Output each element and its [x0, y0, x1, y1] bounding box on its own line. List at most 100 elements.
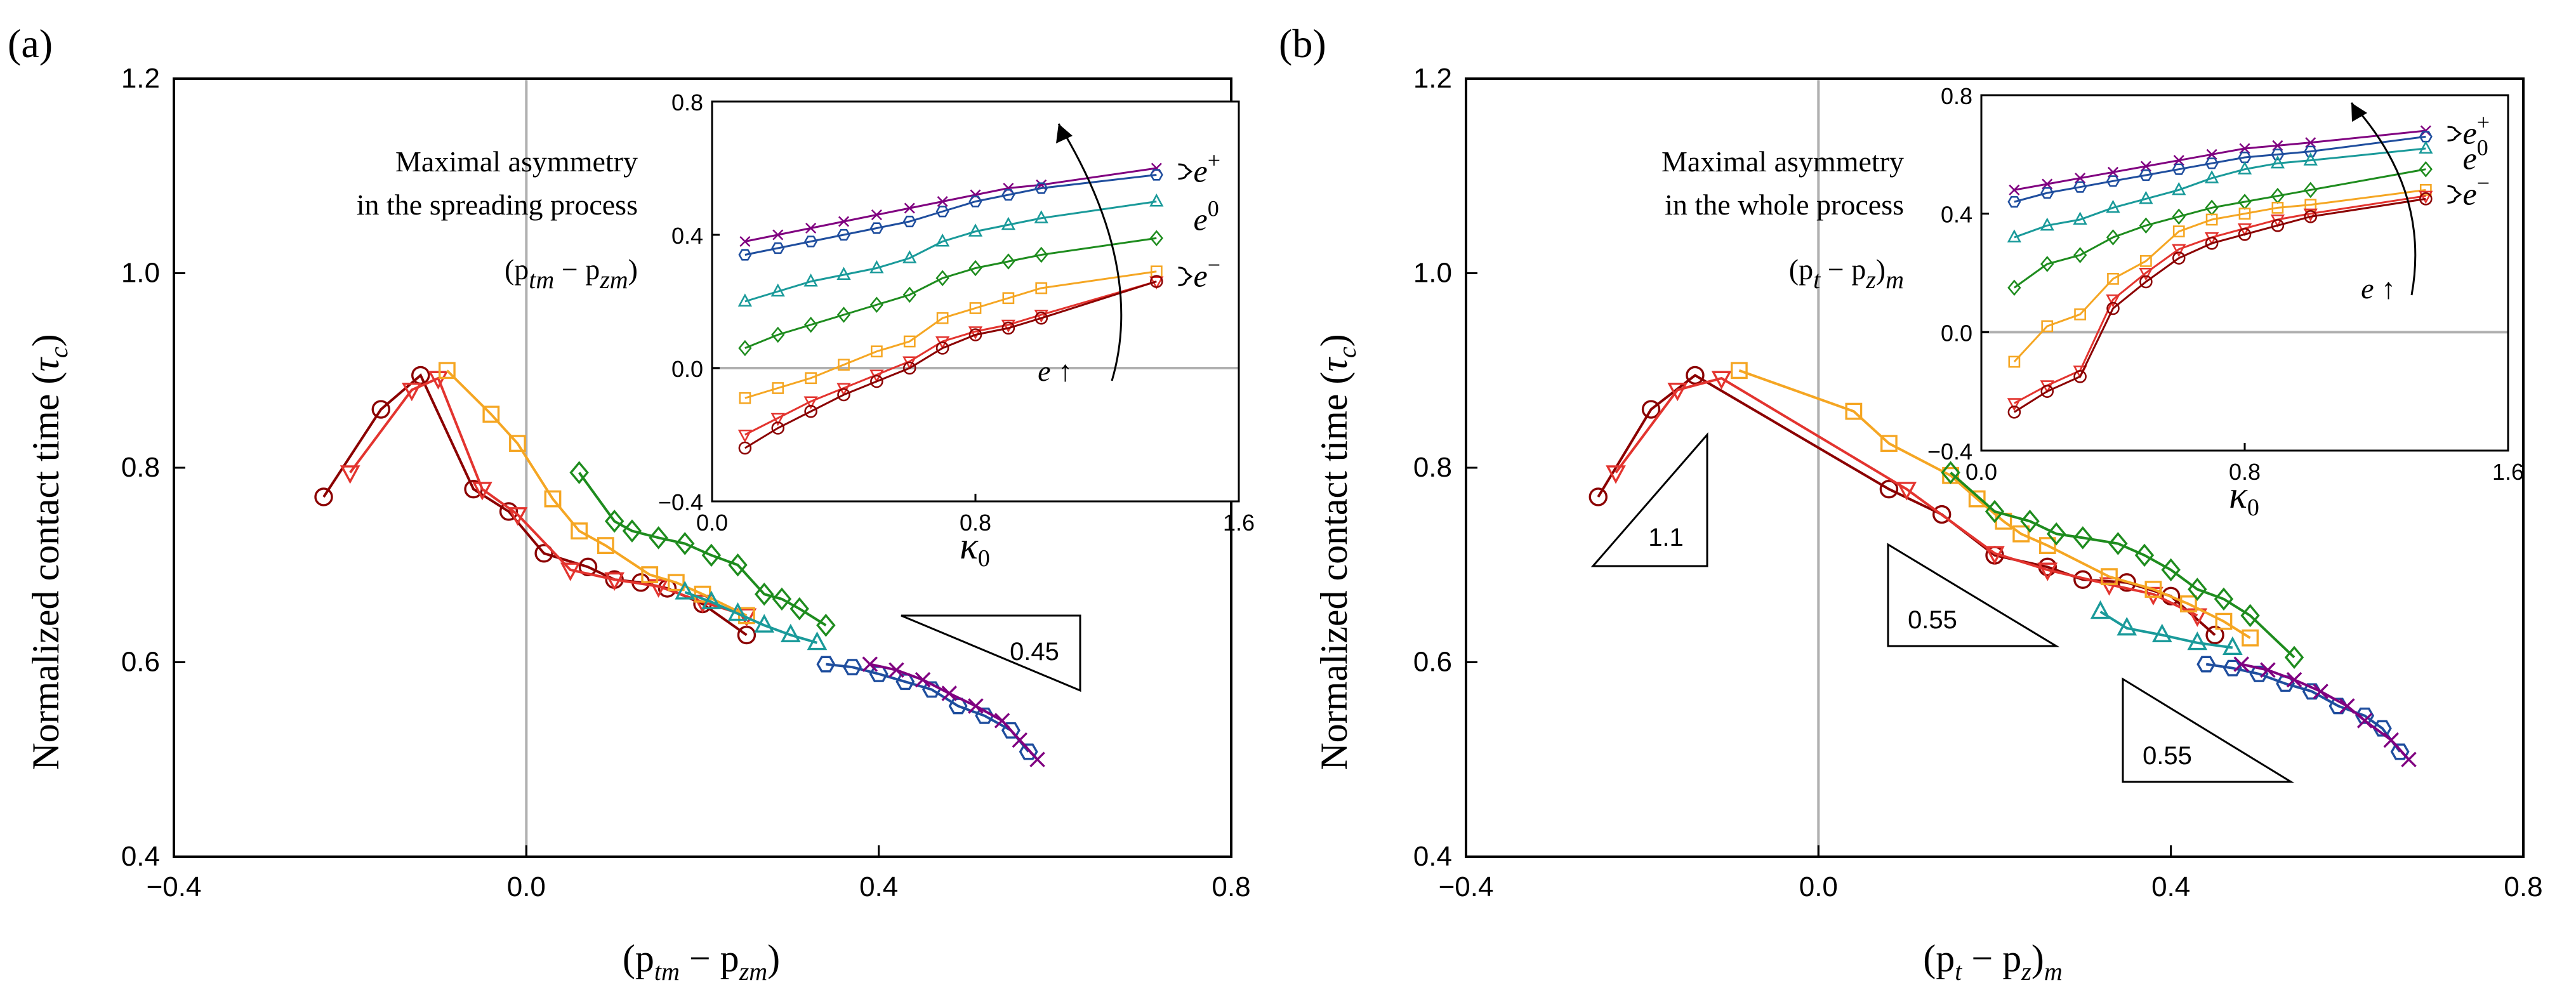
panel-a-inset-series-0-point-4 — [871, 209, 882, 221]
panel-a-inset-bracket-label-1: e0 — [1194, 195, 1219, 237]
panel-a-inset-series-3-point-10 — [1149, 230, 1163, 247]
panel-a-series-0-point-0 — [314, 487, 333, 506]
panel-b-annotation-line-2: in the whole process — [1665, 188, 1904, 221]
panel-b-series-1-line — [1615, 376, 2198, 617]
panel-b-inset-series-4-point-4 — [2139, 254, 2152, 267]
panel-a-inset-series-2 — [737, 193, 1164, 307]
panel-a-inset-arrowhead — [1056, 124, 1073, 143]
panel-b-inset-series-6-point-9 — [2304, 210, 2318, 223]
panel-b-xtick-label-3: 0.8 — [2504, 871, 2542, 902]
panel-a-series-0-point-5 — [534, 544, 553, 563]
panel-b-series-0-point-2 — [1686, 366, 1705, 385]
panel-a-inset-series-0-point-0 — [739, 235, 751, 248]
panel-a-series-6-point-0 — [862, 656, 878, 672]
panel-a-inset-series-3-point-7 — [968, 260, 982, 277]
panel-b-inset-series-4-point-5 — [2172, 225, 2185, 238]
panel-b-series-2-point-1 — [1845, 402, 1863, 420]
panel-a-inset-series-3-point-3 — [836, 307, 851, 323]
panel-a-inset-series-6-point-3 — [837, 388, 850, 402]
panel-b-inset-arrowhead — [2351, 103, 2367, 122]
panel-b-ytick-label-1: 0.6 — [1413, 647, 1452, 678]
panel-b: (b) Normalized contact time (τc) −0.4 0.0… — [1279, 21, 2543, 986]
panel-b-inset-bracket-label-2: e− — [2463, 170, 2490, 211]
panel-b-inset-series-0-point-0 — [2009, 184, 2020, 195]
panel-a-inset-series-2-point-2 — [803, 273, 818, 287]
panel-a-inset-series-6-line — [744, 281, 1157, 449]
panel-a-series-1-point-7 — [648, 579, 669, 598]
panel-a-inset-series-4-line — [744, 270, 1157, 399]
panel-b-series-1-point-5 — [2037, 562, 2058, 581]
panel-b-series-6 — [2233, 656, 2417, 768]
panel-b-inset-series-5-point-5 — [2172, 244, 2186, 258]
panel-b-xtick-label-2: 0.4 — [2151, 871, 2190, 902]
panel-a-series-6-point-7 — [1029, 751, 1045, 768]
panel-b-xlabel: (pt − pz)m — [1923, 937, 2062, 986]
panel-b-inset-series-1-point-0 — [2007, 195, 2021, 208]
panel-a-inset-series-4-point-9 — [1035, 282, 1048, 294]
panel-b-inset-series-2-point-9 — [2303, 152, 2318, 166]
panel-b-inset-series-6-point-2 — [2073, 370, 2087, 383]
panel-a-inset-series-5-point-8 — [1001, 319, 1016, 333]
panel-b-series-1-point-4 — [1985, 546, 2005, 565]
panel-b-inset-series-3-point-5 — [2172, 208, 2186, 225]
panel-a-inset-series-6-point-10 — [1150, 275, 1163, 288]
panel-b-inset-series-4-point-3 — [2107, 272, 2119, 285]
panel-a-series-1-point-1 — [401, 382, 422, 402]
panel-b-annotation-line-1: Maximal asymmetry — [1661, 145, 1904, 178]
panel-b-inset-series-6-point-7 — [2238, 228, 2252, 241]
panel-a-series-1-point-5 — [560, 562, 581, 581]
panel-b-inset-ytick-label-1: 0.0 — [1941, 320, 1972, 346]
panel-b-inset-arrow — [2350, 102, 2417, 296]
panel-b-inset-series-1-point-9 — [2304, 145, 2318, 157]
panel-a-inset-series-3-line — [744, 237, 1157, 349]
panel-b-series-1-point-6 — [2099, 577, 2120, 596]
panel-a-inset-series-5-line — [744, 281, 1157, 436]
panel-b-series-1-point-0 — [1606, 465, 1626, 484]
panel-a-xtick-label-0: −0.4 — [147, 871, 202, 902]
panel-b-series-0-point-4 — [1932, 505, 1952, 524]
panel-a-series-4-point-3 — [754, 614, 775, 633]
panel-b-inset-ytick-label-2: 0.4 — [1941, 202, 1972, 228]
panel-b-inset-ytick-label-0: −0.4 — [1927, 439, 1972, 465]
panel-b-inset-series-5-point-4 — [2139, 267, 2153, 281]
panel-a-ytick-label-0: 0.4 — [121, 841, 160, 872]
panel-a-inset-series-1 — [738, 169, 1163, 261]
panel-b-inset-ticks: 0.0 0.8 1.6−0.40.00.40.8 — [1927, 83, 2524, 485]
panel-b-series-4-point-3 — [2187, 631, 2208, 651]
panel-a-series-5-point-7 — [1001, 722, 1020, 739]
panel-b-series-2-line — [1738, 369, 2251, 639]
panel-b-inset-series-2 — [2007, 140, 2433, 243]
panel-b-series-4-line — [2099, 611, 2233, 649]
panel-a-ticks: −0.4 0.0 0.4 0.80.40.60.81.01.2 — [121, 63, 1251, 902]
panel-b-inset-series-5-point-9 — [2303, 208, 2318, 222]
panel-a-inset-series-1-point-8 — [1001, 188, 1015, 201]
panel-b-series-1-point-1 — [1667, 382, 1688, 402]
panel-a-inset-series-5 — [737, 276, 1164, 443]
panel-a-annotation-math: (ptm − pzm) — [505, 253, 638, 294]
panel-a-series-6-point-4 — [968, 698, 984, 714]
panel-b-inset-series-3-line — [2013, 168, 2426, 289]
panel-b-series-6-point-1 — [2260, 662, 2276, 678]
panel-a-series-6 — [862, 656, 1045, 768]
panel-b-inset-series-5-point-0 — [2007, 398, 2022, 411]
panel-b-series-6-point-4 — [2339, 698, 2355, 714]
panel-b-inset-series-6-point-6 — [2205, 237, 2219, 250]
panel-b-series-3-point-6 — [2134, 543, 2155, 567]
panel-b-series-5-line — [2205, 663, 2401, 753]
panel-a-inset-series-1-point-2 — [804, 235, 818, 248]
panel-b-series-0-point-9 — [2161, 586, 2181, 605]
panel-b-series-2-point-4 — [1968, 490, 1986, 508]
panel-a-ytick-label-3: 1.0 — [121, 258, 160, 289]
panel-a-ytick-label-1: 0.6 — [121, 647, 160, 678]
panel-a-series-1-point-3 — [472, 482, 492, 501]
panel-b-inset-brackets: e+e0e− — [2447, 110, 2490, 211]
panel-a-inset-series-3-point-5 — [902, 286, 916, 303]
panel-a-series-6-point-6 — [1012, 732, 1028, 748]
panel-a-inset-series-1-point-7 — [968, 195, 982, 208]
panel-b-inset-series-2-point-10 — [2419, 140, 2433, 154]
panel-b-inset-bracket-label-0: e+ — [2463, 110, 2490, 151]
panel-b-ytick-label-3: 1.0 — [1413, 258, 1452, 289]
panel-b-series-2-point-11 — [2215, 612, 2233, 630]
panel-a-series-1-point-0 — [340, 465, 360, 484]
